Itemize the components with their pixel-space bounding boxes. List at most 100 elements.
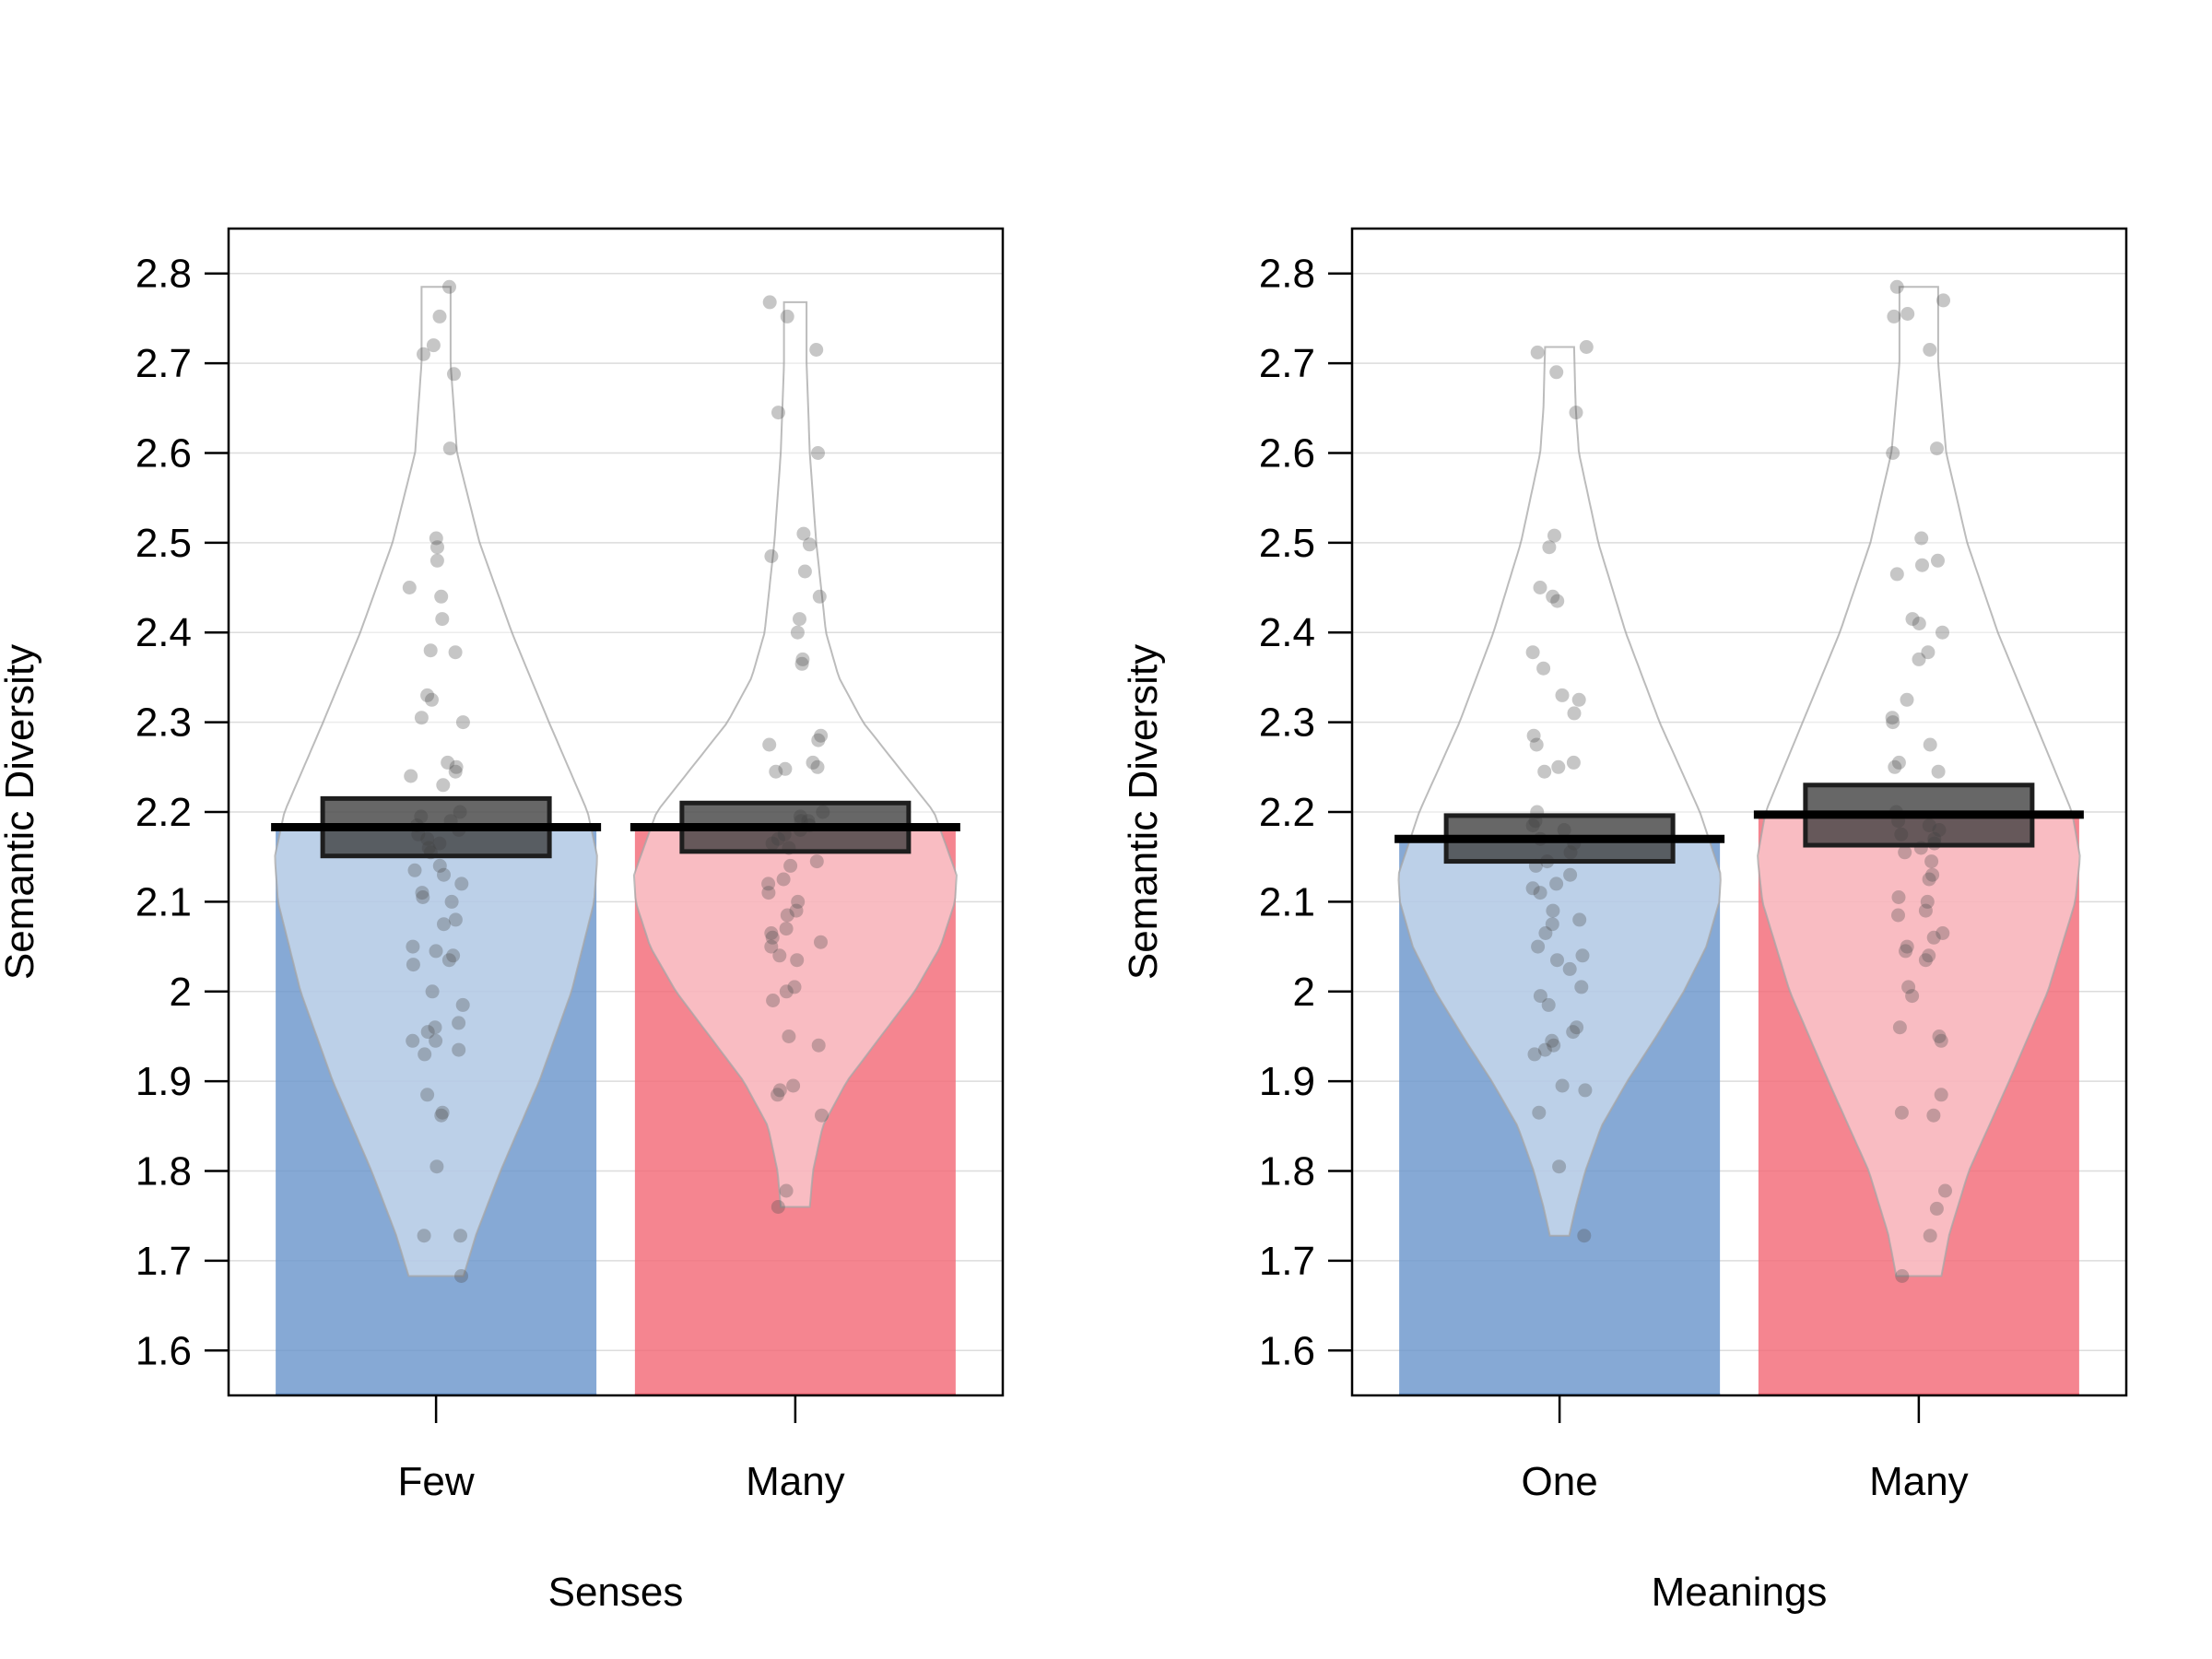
point-few bbox=[454, 877, 469, 891]
x-tick-label-few: Few bbox=[398, 1459, 475, 1504]
point-many bbox=[787, 980, 802, 994]
point-few bbox=[435, 1105, 450, 1120]
point-one bbox=[1547, 1038, 1561, 1053]
bar-many bbox=[634, 827, 956, 1395]
point-many bbox=[1895, 1269, 1910, 1283]
bar-many bbox=[1758, 814, 2079, 1395]
point-one bbox=[1537, 1042, 1552, 1057]
point-one bbox=[1546, 589, 1560, 604]
point-many bbox=[1891, 890, 1906, 904]
point-many bbox=[764, 549, 779, 563]
y-tick-label: 2 bbox=[1293, 970, 1315, 1015]
point-many bbox=[783, 858, 798, 873]
y-tick-label: 2.6 bbox=[1259, 430, 1315, 476]
point-few bbox=[417, 1229, 431, 1243]
point-one bbox=[1546, 903, 1560, 918]
point-many bbox=[1914, 531, 1929, 546]
point-many bbox=[1889, 279, 1904, 294]
point-few bbox=[429, 553, 444, 568]
x-axis-label: Senses bbox=[548, 1570, 684, 1615]
point-one bbox=[1541, 997, 1556, 1012]
point-many bbox=[1932, 1030, 1947, 1043]
point-few bbox=[444, 894, 459, 909]
point-few bbox=[420, 1088, 435, 1102]
point-few bbox=[414, 711, 429, 725]
point-many bbox=[771, 1200, 785, 1214]
point-many bbox=[778, 761, 793, 776]
senses-panel: 1.6 1.7 1.8 1.9 2 2.1 2.2 2.3 2.4 2.5 2.6 2.7 2.8 Fe… bbox=[0, 227, 1005, 1615]
point-few bbox=[442, 441, 457, 456]
point-few bbox=[430, 540, 444, 555]
point-one bbox=[1525, 645, 1540, 660]
y-tick-label: 2.6 bbox=[135, 430, 192, 476]
point-many bbox=[1918, 903, 1933, 918]
point-many bbox=[810, 759, 825, 774]
point-many bbox=[1891, 908, 1905, 923]
point-many bbox=[795, 652, 810, 666]
point-one bbox=[1545, 917, 1559, 932]
x-axis: Few Many bbox=[398, 1395, 845, 1504]
point-few bbox=[402, 581, 417, 594]
point-many bbox=[1929, 1201, 1944, 1216]
point-one bbox=[1578, 1083, 1593, 1098]
point-many bbox=[1898, 845, 1912, 860]
point-one bbox=[1555, 688, 1570, 702]
point-many bbox=[1923, 737, 1937, 752]
point-one bbox=[1571, 692, 1586, 707]
point-many bbox=[791, 894, 806, 909]
point-many bbox=[1894, 1105, 1909, 1120]
violins bbox=[274, 286, 958, 1277]
x-axis: One Many bbox=[1522, 1395, 1969, 1504]
point-one bbox=[1542, 540, 1557, 555]
point-many bbox=[1926, 1108, 1941, 1123]
point-few bbox=[418, 1047, 432, 1062]
point-few bbox=[437, 867, 451, 882]
point-many bbox=[809, 343, 824, 357]
point-one bbox=[1566, 1025, 1581, 1040]
violin-many bbox=[632, 300, 958, 1208]
point-many bbox=[764, 926, 779, 940]
point-many bbox=[796, 526, 811, 541]
y-tick-label: 1.7 bbox=[1259, 1239, 1315, 1284]
y-axis-label: Semantic Diversity bbox=[0, 644, 42, 980]
point-few bbox=[420, 1025, 435, 1040]
y-tick-label: 2.4 bbox=[135, 610, 192, 655]
y-axis: 1.6 1.7 1.8 1.9 2 2.1 2.2 2.3 2.4 2.5 2.6 2.7 2.8 bbox=[1259, 252, 1352, 1373]
point-many bbox=[815, 1108, 829, 1123]
point-many bbox=[1887, 309, 1901, 324]
point-many bbox=[1885, 711, 1900, 725]
point-one bbox=[1532, 1105, 1547, 1120]
point-one bbox=[1575, 948, 1590, 963]
x-tick-label-many: Many bbox=[1869, 1459, 1969, 1504]
point-few bbox=[434, 1108, 449, 1123]
y-tick-label: 1.7 bbox=[135, 1239, 192, 1284]
y-tick-label: 2.1 bbox=[135, 879, 192, 924]
point-one bbox=[1526, 728, 1541, 743]
violin-few bbox=[274, 286, 598, 1277]
point-one bbox=[1552, 1159, 1567, 1174]
point-one bbox=[1536, 661, 1551, 676]
point-few bbox=[406, 939, 420, 954]
point-few bbox=[449, 759, 464, 774]
point-many bbox=[771, 1088, 785, 1102]
point-few bbox=[453, 1229, 467, 1243]
y-tick-label: 2.5 bbox=[1259, 521, 1315, 566]
y-axis: 1.6 1.7 1.8 1.9 2 2.1 2.2 2.3 2.4 2.5 2.6 2.7 2.8 bbox=[135, 252, 229, 1373]
point-many bbox=[1936, 625, 1949, 640]
point-few bbox=[442, 279, 456, 294]
point-many bbox=[1922, 948, 1936, 963]
point-many bbox=[789, 903, 804, 918]
point-few bbox=[406, 958, 420, 972]
meanings-panel: 1.6 1.7 1.8 1.9 2 2.1 2.2 2.3 2.4 2.5 2.6 2.7 2.8 On… bbox=[1121, 227, 2128, 1615]
point-many bbox=[1900, 692, 1914, 707]
point-many bbox=[1936, 926, 1950, 940]
point-few bbox=[452, 1016, 466, 1030]
y-tick-label: 1.9 bbox=[1259, 1059, 1315, 1104]
point-one bbox=[1547, 528, 1561, 543]
point-one bbox=[1577, 1229, 1592, 1243]
point-many bbox=[1888, 759, 1902, 774]
point-one bbox=[1525, 881, 1540, 896]
point-one bbox=[1533, 581, 1547, 594]
y-tick-label: 2 bbox=[170, 970, 192, 1015]
point-few bbox=[426, 338, 441, 353]
